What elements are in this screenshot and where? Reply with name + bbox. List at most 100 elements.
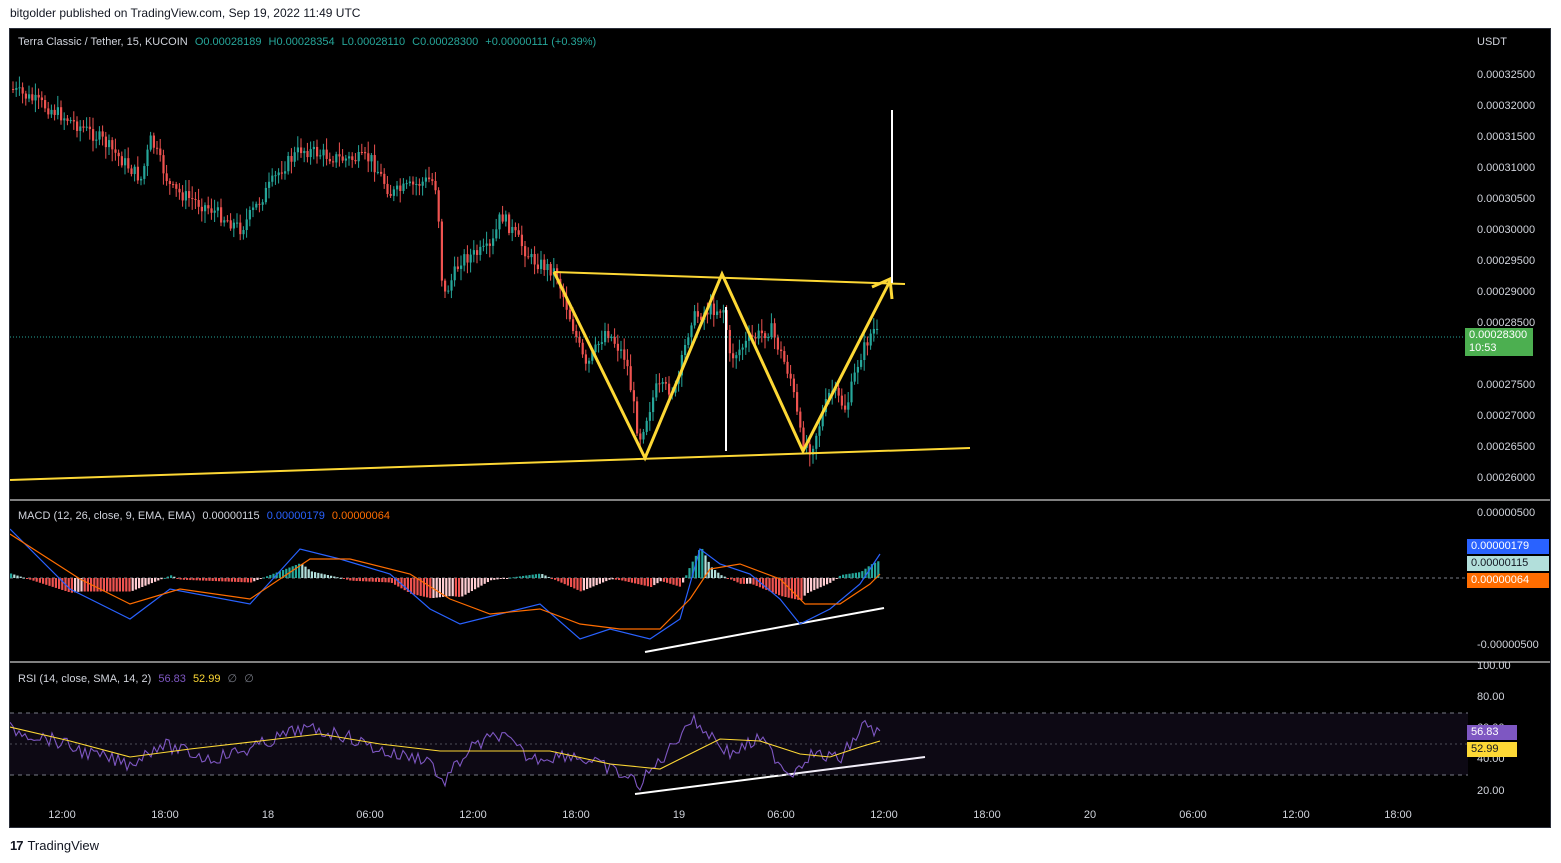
candle-body: [776, 337, 779, 350]
macd-hist-bar: [848, 573, 851, 578]
macd-hist-bar: [730, 578, 733, 580]
candle-body: [226, 220, 229, 222]
macd-hist-bar: [790, 578, 793, 599]
candle-body: [21, 87, 24, 94]
candle-body: [690, 325, 693, 338]
candle-body: [847, 402, 850, 410]
macd-hist-bar: [125, 578, 128, 592]
candle-body: [402, 183, 405, 192]
candle-body: [799, 411, 802, 428]
macd-hist-bar: [538, 573, 541, 578]
macd-hist-bar: [650, 578, 653, 587]
drawings[interactable]: [10, 110, 971, 795]
macd-hist-bar: [509, 577, 512, 579]
price-tick-label: 0.00027500: [1477, 379, 1535, 391]
macd-hist-bar: [205, 578, 208, 581]
candle-body: [664, 382, 667, 384]
chart-canvas[interactable]: 0.00032500 0.00032000 0.00031500 0.00031000…: [10, 29, 1550, 827]
low-value: L0.00028110: [341, 36, 406, 48]
macd-title[interactable]: MACD (12, 26, close, 9, EMA, EMA): [18, 510, 196, 522]
main-legend: Terra Classic / Tether, 15, KUCOIN O0.00…: [18, 36, 600, 48]
macd-hist-bar: [336, 577, 339, 579]
rsi-tick-label: 20.00: [1477, 785, 1505, 797]
candle-body: [149, 135, 152, 150]
candle-body: [60, 107, 63, 121]
macd-hist-bar: [534, 574, 537, 578]
macd-hist-bar: [141, 578, 144, 587]
candle-body: [348, 156, 351, 159]
candle-body: [738, 349, 741, 356]
macd-hist-bar: [298, 563, 301, 578]
macd-hist-bar: [211, 578, 214, 581]
macd-hist-bar: [32, 578, 35, 581]
macd-hist-bar: [358, 578, 361, 582]
macd-hist-bar: [352, 578, 355, 581]
macd-hist-bar: [387, 578, 390, 583]
macd-hist-bar: [291, 566, 294, 578]
candle-body: [146, 149, 149, 167]
candle-body: [658, 383, 661, 385]
candle-body: [655, 383, 658, 398]
candle-body: [581, 342, 584, 355]
macd-hist-bar: [208, 578, 211, 581]
candle-body: [479, 246, 482, 255]
candle-body: [693, 311, 696, 326]
candle-body: [610, 336, 613, 339]
macd-hist-bar: [301, 563, 304, 578]
candle-body: [546, 264, 549, 271]
candle-body: [34, 94, 37, 101]
macd-hist-bar: [51, 578, 54, 587]
macd-hist-bar: [150, 578, 153, 584]
candle-body: [431, 179, 434, 181]
candle-body: [184, 191, 187, 201]
candle-body: [114, 149, 117, 153]
open-value: O0.00028189: [194, 36, 262, 48]
candle-body: [815, 435, 818, 449]
candle-body: [76, 121, 79, 131]
candle-body: [268, 181, 271, 188]
macd-hist-bar: [374, 578, 377, 582]
signal-line: [10, 533, 881, 630]
candle-body: [629, 366, 632, 391]
macd-hist-bar: [502, 578, 505, 579]
candle-body: [600, 342, 603, 344]
macd-legend: MACD (12, 26, close, 9, EMA, EMA) 0.0000…: [18, 510, 394, 522]
candle-body: [31, 94, 34, 101]
candle-body: [469, 254, 472, 263]
macd-hist-bar: [762, 578, 765, 589]
rsi-tag: 56.83: [1467, 725, 1517, 740]
candle-body: [319, 155, 322, 157]
macd-hist-bar: [547, 576, 550, 578]
candle-body: [136, 166, 139, 181]
macd-hist-bar: [195, 578, 198, 581]
chart-area[interactable]: Terra Classic / Tether, 15, KUCOIN O0.00…: [9, 28, 1551, 828]
price-tick-label: 0.00031500: [1477, 131, 1535, 143]
macd-hist-bar: [742, 578, 745, 584]
candle-body: [840, 395, 843, 406]
candle-body: [764, 333, 767, 339]
candle-body: [312, 146, 315, 150]
candle-body: [284, 171, 287, 174]
macd-hist-bar: [246, 578, 249, 583]
candle-body: [533, 254, 536, 265]
macd-hist-bar: [67, 578, 70, 593]
rsi-title[interactable]: RSI (14, close, SMA, 14, 2): [18, 673, 152, 685]
macd-hist-bar: [586, 578, 589, 590]
macd-hist-bar: [320, 573, 323, 578]
candle-body: [428, 177, 431, 180]
price-axis: 0.00032500 0.00032000 0.00031500 0.00031000…: [1477, 69, 1539, 797]
candle-body: [488, 243, 491, 246]
macd-hist-bar: [118, 578, 121, 592]
symbol-label[interactable]: Terra Classic / Tether, 15, KUCOIN: [18, 36, 188, 48]
macd-hist-bar: [694, 555, 697, 578]
candle-body: [261, 202, 264, 205]
candle-body: [28, 94, 31, 99]
candle-body: [344, 158, 347, 161]
macd-hist-bar: [531, 574, 534, 578]
candle-body: [792, 378, 795, 393]
macd-hist-bar: [544, 575, 547, 578]
candle-body: [12, 89, 15, 90]
macd-hist-bar: [861, 571, 864, 578]
candle-body: [450, 280, 453, 291]
macd-hist-bar: [77, 578, 80, 592]
